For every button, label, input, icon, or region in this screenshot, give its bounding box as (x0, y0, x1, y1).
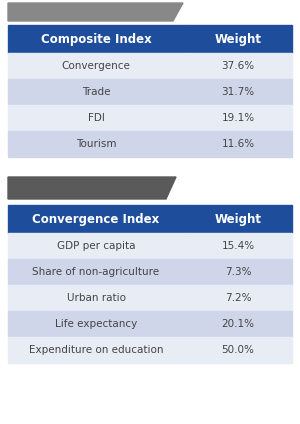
Text: 20.1%: 20.1% (221, 319, 254, 329)
Text: Share of non-agriculture: Share of non-agriculture (32, 267, 160, 277)
Text: 15.4%: 15.4% (221, 241, 255, 251)
Text: 19.1%: 19.1% (221, 113, 255, 123)
Text: Urban ratio: Urban ratio (67, 293, 125, 303)
Bar (8, 79, 184, 105)
Bar (184, 285, 292, 311)
Bar (184, 25, 292, 53)
Bar (8, 105, 184, 131)
Bar (184, 131, 292, 157)
Bar (8, 233, 184, 259)
Text: 37.6%: 37.6% (221, 61, 255, 71)
Bar (184, 233, 292, 259)
Bar (184, 259, 292, 285)
Bar (8, 53, 184, 79)
Polygon shape (8, 177, 176, 199)
Bar (8, 25, 184, 53)
Text: Life expectancy: Life expectancy (55, 319, 137, 329)
Text: 11.6%: 11.6% (221, 139, 255, 149)
Text: 50.0%: 50.0% (222, 345, 254, 355)
Bar (184, 337, 292, 363)
Text: Weight: Weight (214, 33, 262, 45)
Text: Trade: Trade (82, 87, 110, 97)
Bar (184, 311, 292, 337)
Bar (184, 105, 292, 131)
Bar (8, 259, 184, 285)
Text: FDI: FDI (88, 113, 104, 123)
Text: 7.2%: 7.2% (225, 293, 251, 303)
Text: Composite Index: Composite Index (41, 33, 152, 45)
Text: Convergence Index: Convergence Index (32, 212, 160, 226)
Bar (8, 285, 184, 311)
Bar (8, 337, 184, 363)
Text: Weight: Weight (214, 212, 262, 226)
Bar (8, 205, 184, 233)
Text: GDP per capita: GDP per capita (57, 241, 135, 251)
Text: Expenditure on education: Expenditure on education (29, 345, 163, 355)
Text: Convergence: Convergence (61, 61, 130, 71)
Text: Tourism: Tourism (76, 139, 116, 149)
Polygon shape (8, 3, 183, 21)
Bar (184, 205, 292, 233)
Text: 31.7%: 31.7% (221, 87, 255, 97)
Bar (8, 311, 184, 337)
Bar (184, 79, 292, 105)
Bar (8, 131, 184, 157)
Text: 7.3%: 7.3% (225, 267, 251, 277)
Bar (184, 53, 292, 79)
